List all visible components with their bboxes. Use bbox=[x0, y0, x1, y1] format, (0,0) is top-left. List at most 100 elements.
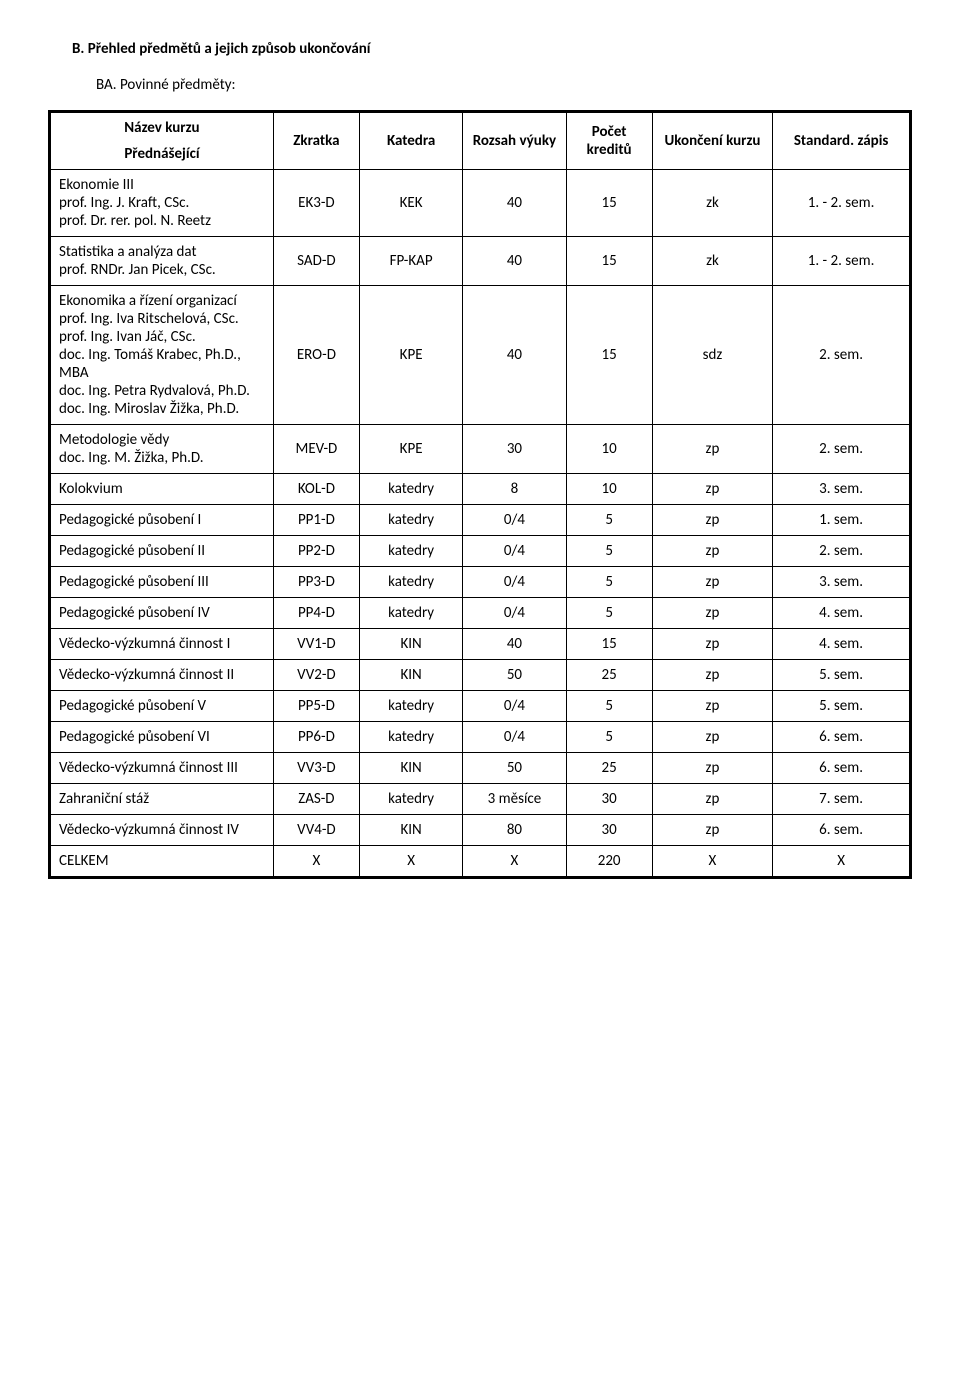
cell-scope: 40 bbox=[463, 237, 566, 286]
cell-scope: X bbox=[463, 846, 566, 878]
cell-name: Pedagogické působení II bbox=[50, 536, 274, 567]
cell-short: VV1-D bbox=[273, 629, 359, 660]
cell-name: Pedagogické působení I bbox=[50, 505, 274, 536]
col-header-name: Název kurzu Přednášející bbox=[50, 112, 274, 170]
cell-name: Vědecko-výzkumná činnost III bbox=[50, 753, 274, 784]
cell-dept: KPE bbox=[359, 425, 462, 474]
cell-end: X bbox=[652, 846, 773, 878]
table-row: Metodologie vědydoc. Ing. M. Žižka, Ph.D… bbox=[50, 425, 911, 474]
cell-name: Vědecko-výzkumná činnost IV bbox=[50, 815, 274, 846]
table-row: Vědecko-výzkumná činnost IIVV2-DKIN5025z… bbox=[50, 660, 911, 691]
header-name-bottom: Přednášející bbox=[59, 145, 265, 163]
cell-short: VV3-D bbox=[273, 753, 359, 784]
cell-end: zp bbox=[652, 815, 773, 846]
cell-dept: katedry bbox=[359, 474, 462, 505]
table-row: KolokviumKOL-Dkatedry810zp3. sem. bbox=[50, 474, 911, 505]
cell-end: sdz bbox=[652, 286, 773, 425]
cell-std: 3. sem. bbox=[773, 474, 911, 505]
table-row: CELKEMXXX220XX bbox=[50, 846, 911, 878]
cell-std: 1. - 2. sem. bbox=[773, 170, 911, 237]
cell-credits: 30 bbox=[566, 784, 652, 815]
cell-dept: KEK bbox=[359, 170, 462, 237]
cell-std: 2. sem. bbox=[773, 286, 911, 425]
table-row: Ekonomie IIIprof. Ing. J. Kraft, CSc.pro… bbox=[50, 170, 911, 237]
col-header-completion: Ukončení kurzu bbox=[652, 112, 773, 170]
cell-end: zp bbox=[652, 784, 773, 815]
cell-std: 4. sem. bbox=[773, 629, 911, 660]
cell-std: X bbox=[773, 846, 911, 878]
cell-credits: 15 bbox=[566, 629, 652, 660]
cell-scope: 3 měsíce bbox=[463, 784, 566, 815]
cell-short: KOL-D bbox=[273, 474, 359, 505]
cell-credits: 5 bbox=[566, 691, 652, 722]
cell-credits: 5 bbox=[566, 536, 652, 567]
cell-short: ZAS-D bbox=[273, 784, 359, 815]
cell-std: 6. sem. bbox=[773, 753, 911, 784]
cell-end: zp bbox=[652, 629, 773, 660]
cell-short: EK3-D bbox=[273, 170, 359, 237]
cell-name: Ekonomie IIIprof. Ing. J. Kraft, CSc.pro… bbox=[50, 170, 274, 237]
cell-end: zp bbox=[652, 722, 773, 753]
table-row: Pedagogické působení IVPP4-Dkatedry0/45z… bbox=[50, 598, 911, 629]
cell-scope: 0/4 bbox=[463, 722, 566, 753]
cell-name: Vědecko-výzkumná činnost I bbox=[50, 629, 274, 660]
cell-name: Pedagogické působení III bbox=[50, 567, 274, 598]
cell-dept: FP-KAP bbox=[359, 237, 462, 286]
table-row: Pedagogické působení VIPP6-Dkatedry0/45z… bbox=[50, 722, 911, 753]
cell-name: Vědecko-výzkumná činnost II bbox=[50, 660, 274, 691]
cell-scope: 80 bbox=[463, 815, 566, 846]
table-row: Pedagogické působení IPP1-Dkatedry0/45zp… bbox=[50, 505, 911, 536]
cell-short: PP5-D bbox=[273, 691, 359, 722]
cell-dept: katedry bbox=[359, 691, 462, 722]
cell-short: PP3-D bbox=[273, 567, 359, 598]
cell-credits: 10 bbox=[566, 425, 652, 474]
cell-scope: 50 bbox=[463, 660, 566, 691]
cell-credits: 5 bbox=[566, 567, 652, 598]
table-row: Statistika a analýza datprof. RNDr. Jan … bbox=[50, 237, 911, 286]
cell-scope: 50 bbox=[463, 753, 566, 784]
col-header-credits: Počet kreditů bbox=[566, 112, 652, 170]
cell-dept: KIN bbox=[359, 629, 462, 660]
cell-end: zp bbox=[652, 505, 773, 536]
cell-scope: 30 bbox=[463, 425, 566, 474]
cell-scope: 40 bbox=[463, 629, 566, 660]
table-header-row: Název kurzu Přednášející Zkratka Katedra… bbox=[50, 112, 911, 170]
table-body: Ekonomie IIIprof. Ing. J. Kraft, CSc.pro… bbox=[50, 170, 911, 878]
cell-credits: 15 bbox=[566, 170, 652, 237]
cell-name: Zahraniční stáž bbox=[50, 784, 274, 815]
cell-short: VV2-D bbox=[273, 660, 359, 691]
cell-scope: 8 bbox=[463, 474, 566, 505]
table-row: Zahraniční stážZAS-Dkatedry3 měsíce30zp7… bbox=[50, 784, 911, 815]
cell-dept: katedry bbox=[359, 784, 462, 815]
cell-credits: 5 bbox=[566, 598, 652, 629]
cell-end: zp bbox=[652, 425, 773, 474]
course-table: Název kurzu Přednášející Zkratka Katedra… bbox=[48, 110, 912, 879]
cell-std: 7. sem. bbox=[773, 784, 911, 815]
cell-name: Ekonomika a řízení organizacíprof. Ing. … bbox=[50, 286, 274, 425]
cell-dept: katedry bbox=[359, 505, 462, 536]
cell-short: X bbox=[273, 846, 359, 878]
cell-name: Kolokvium bbox=[50, 474, 274, 505]
table-row: Ekonomika a řízení organizacíprof. Ing. … bbox=[50, 286, 911, 425]
cell-end: zp bbox=[652, 536, 773, 567]
cell-end: zp bbox=[652, 753, 773, 784]
cell-scope: 0/4 bbox=[463, 598, 566, 629]
table-row: Vědecko-výzkumná činnost IVV1-DKIN4015zp… bbox=[50, 629, 911, 660]
cell-std: 2. sem. bbox=[773, 536, 911, 567]
cell-name: Pedagogické působení VI bbox=[50, 722, 274, 753]
header-name-top: Název kurzu bbox=[59, 119, 265, 137]
cell-std: 5. sem. bbox=[773, 660, 911, 691]
cell-name: Pedagogické působení V bbox=[50, 691, 274, 722]
cell-scope: 0/4 bbox=[463, 691, 566, 722]
cell-dept: katedry bbox=[359, 722, 462, 753]
cell-credits: 25 bbox=[566, 660, 652, 691]
col-header-dept: Katedra bbox=[359, 112, 462, 170]
cell-credits: 220 bbox=[566, 846, 652, 878]
cell-dept: katedry bbox=[359, 536, 462, 567]
cell-end: zk bbox=[652, 170, 773, 237]
cell-std: 4. sem. bbox=[773, 598, 911, 629]
cell-dept: katedry bbox=[359, 567, 462, 598]
cell-end: zp bbox=[652, 691, 773, 722]
cell-short: VV4-D bbox=[273, 815, 359, 846]
sub-heading: BA. Povinné předměty: bbox=[48, 76, 912, 94]
